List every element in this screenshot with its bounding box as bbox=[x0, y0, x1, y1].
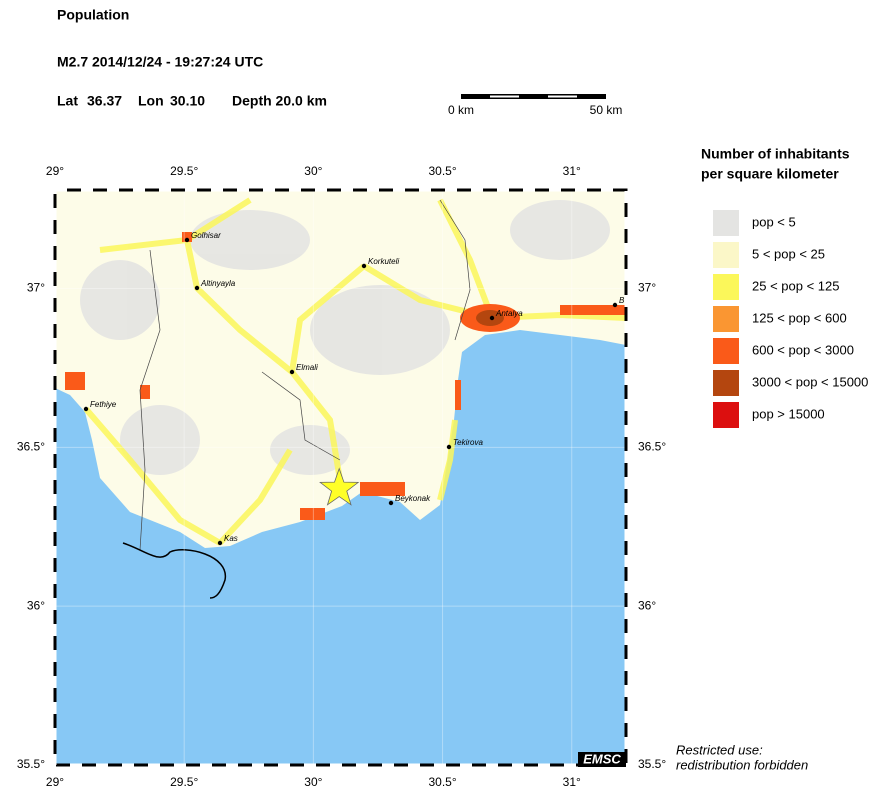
badge: EMSC bbox=[583, 751, 621, 766]
city-dot bbox=[194, 285, 200, 291]
city-dot bbox=[446, 444, 452, 450]
city-label: Tekirova bbox=[453, 438, 483, 447]
city-dot bbox=[489, 315, 495, 321]
lat-label: Lat bbox=[57, 93, 78, 109]
title: Population bbox=[57, 7, 129, 23]
lon-value: 30.10 bbox=[170, 93, 205, 109]
city-dot bbox=[184, 237, 190, 243]
y-tick-label: 36.5° bbox=[638, 439, 666, 453]
city-label: Altinyayla bbox=[200, 279, 236, 288]
x-tick-label: 29.5° bbox=[170, 775, 198, 789]
legend-title: Number of inhabitants bbox=[701, 146, 850, 162]
city-dot bbox=[83, 406, 89, 412]
notice: redistribution forbidden bbox=[676, 757, 808, 772]
scale-end: 50 km bbox=[590, 103, 623, 117]
y-tick-label: 36° bbox=[638, 598, 656, 612]
scale-bar bbox=[461, 94, 606, 99]
frame-dashes bbox=[53, 188, 628, 767]
x-tick-label: 31° bbox=[563, 164, 581, 178]
legend-label: pop < 5 bbox=[752, 214, 796, 229]
legend-swatch bbox=[713, 370, 739, 396]
city-label: Korkuteli bbox=[368, 257, 399, 266]
lat-value: 36.37 bbox=[87, 93, 122, 109]
y-tick-label: 36.5° bbox=[17, 439, 45, 453]
legend-swatch bbox=[713, 210, 739, 236]
city-dot bbox=[217, 540, 223, 546]
y-tick-label: 35.5° bbox=[638, 757, 666, 771]
city-label: B bbox=[619, 296, 625, 305]
x-tick-label: 30.5° bbox=[428, 775, 456, 789]
city-label: Kas bbox=[224, 534, 238, 543]
lon-label: Lon bbox=[138, 93, 164, 109]
x-tick-label: 30° bbox=[304, 164, 322, 178]
fault-line bbox=[122, 542, 226, 599]
notice: Restricted use: bbox=[676, 742, 763, 757]
x-tick-label: 30.5° bbox=[428, 164, 456, 178]
legend-label: pop > 15000 bbox=[752, 406, 825, 421]
city-label: Antalya bbox=[495, 309, 523, 318]
legend-swatch bbox=[713, 338, 739, 364]
x-tick-label: 31° bbox=[563, 775, 581, 789]
event-info: M2.7 2014/12/24 - 19:27:24 UTC bbox=[57, 54, 263, 70]
depth: Depth 20.0 km bbox=[232, 93, 327, 109]
city-label: Fethiye bbox=[90, 400, 117, 409]
map-area: Golhisar Altinyayla Korkuteli Antalya Elmali… bbox=[55, 190, 626, 765]
epicenter bbox=[319, 467, 360, 506]
y-tick-label: 37° bbox=[27, 281, 45, 295]
scale-start: 0 km bbox=[448, 103, 474, 117]
legend-label: 600 < pop < 3000 bbox=[752, 342, 854, 357]
city-dot bbox=[388, 500, 394, 506]
legend-label: 125 < pop < 600 bbox=[752, 310, 847, 325]
x-tick-label: 29.5° bbox=[170, 164, 198, 178]
badge-bg bbox=[578, 752, 626, 767]
x-tick-label: 29° bbox=[46, 775, 64, 789]
y-tick-label: 36° bbox=[27, 598, 45, 612]
x-tick-label: 30° bbox=[304, 775, 322, 789]
legend-swatch bbox=[713, 274, 739, 300]
city-dot bbox=[361, 263, 367, 269]
y-tick-label: 37° bbox=[638, 281, 656, 295]
city-label: Beykonak bbox=[395, 494, 431, 503]
legend-title: per square kilometer bbox=[701, 166, 839, 182]
legend-swatch bbox=[713, 242, 739, 268]
city-label: Golhisar bbox=[191, 231, 221, 240]
y-tick-label: 35.5° bbox=[17, 757, 45, 771]
city-dot bbox=[289, 369, 295, 375]
city-dot bbox=[612, 302, 618, 308]
legend-label: 25 < pop < 125 bbox=[752, 278, 839, 293]
city-label: Elmali bbox=[296, 363, 318, 372]
x-tick-label: 29° bbox=[46, 164, 64, 178]
legend-swatch bbox=[713, 402, 739, 428]
legend-label: 3000 < pop < 15000 bbox=[752, 374, 868, 389]
legend-swatch bbox=[713, 306, 739, 332]
legend-label: 5 < pop < 25 bbox=[752, 246, 825, 261]
